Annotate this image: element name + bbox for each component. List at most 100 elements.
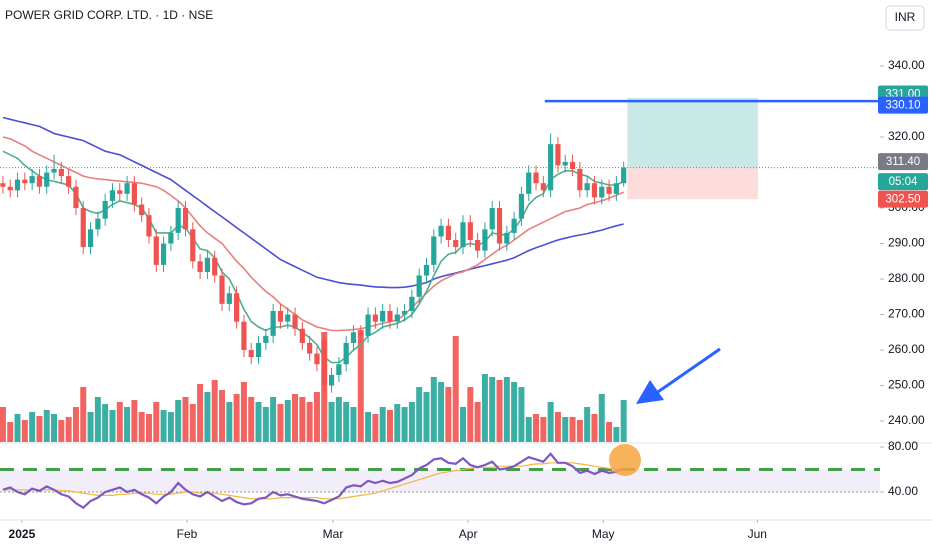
candle-body — [489, 208, 495, 230]
volume-bar — [292, 394, 299, 442]
volume-bar — [116, 402, 123, 442]
candle-body — [453, 239, 459, 248]
candle-body — [307, 342, 313, 354]
y-tick-label: 290.00 — [888, 236, 925, 250]
volume-bar — [394, 404, 401, 442]
volume-bar — [175, 400, 182, 442]
volume-bar — [584, 407, 591, 442]
candle-body — [482, 229, 488, 251]
volume-bar — [80, 387, 87, 442]
candle-body — [496, 208, 503, 244]
volume-bar — [262, 407, 269, 442]
volume-bar — [496, 380, 503, 442]
candle-body — [204, 257, 211, 272]
candle-body — [577, 168, 583, 191]
candle-body — [438, 225, 444, 237]
candle-body — [540, 183, 546, 191]
candle-body — [160, 243, 167, 265]
x-tick-label: May — [592, 527, 615, 541]
candle-body — [533, 172, 539, 184]
volume-bar — [211, 380, 218, 442]
candle-body — [343, 342, 349, 365]
candle-body — [548, 144, 554, 191]
volume-bar — [489, 377, 496, 442]
candle-body — [394, 314, 400, 322]
candle-body — [460, 222, 466, 248]
volume-bar — [438, 382, 445, 442]
volume-bar — [481, 374, 488, 442]
volume-bar — [145, 414, 152, 442]
volume-bar — [313, 392, 320, 442]
volume-bar — [518, 387, 525, 442]
candle-body — [73, 186, 79, 209]
rsi-line — [2, 452, 625, 510]
volume-bar — [14, 414, 21, 442]
volume-bar — [598, 394, 605, 442]
y-tick-label: 340.00 — [888, 58, 925, 72]
candle-body — [328, 374, 335, 386]
candle-body — [29, 176, 35, 184]
volume-bar — [167, 412, 174, 442]
moving-average — [2, 136, 625, 332]
volume-bar — [131, 400, 138, 442]
volume-bar — [58, 420, 65, 442]
volume-bar — [408, 402, 415, 442]
volume-bar — [350, 407, 357, 442]
volume-bar — [124, 407, 131, 442]
candle-body — [314, 353, 320, 365]
y-tick-label: 270.00 — [888, 307, 925, 321]
volume-bar — [386, 410, 393, 442]
volume-bar — [72, 407, 79, 442]
entry-label-bg — [878, 153, 928, 171]
candle-body — [409, 296, 415, 311]
arrow-shaft — [651, 347, 721, 398]
x-tick-label: Apr — [459, 527, 478, 541]
volume-bar — [430, 377, 437, 442]
candle-body — [14, 179, 21, 191]
volume-bar — [423, 392, 430, 442]
candle-body — [102, 200, 108, 219]
stop-label: 302.50 — [885, 194, 920, 206]
volume-bar — [29, 412, 36, 442]
volume-bar — [102, 404, 109, 442]
volume-bar — [0, 407, 6, 442]
candle-body — [445, 225, 451, 240]
volume-bar — [284, 400, 291, 442]
volume-bar — [219, 390, 226, 442]
candle-body — [380, 310, 386, 322]
chart-title: POWER GRID CORP. LTD. · 1D · NSE — [5, 8, 213, 22]
candle-body — [336, 364, 342, 375]
candle-body — [190, 229, 196, 262]
candle-body — [80, 208, 86, 248]
currency-box[interactable] — [885, 5, 925, 31]
volume-bar — [43, 410, 50, 442]
candle-body — [168, 232, 174, 244]
candle-body — [467, 222, 473, 240]
volume-bar — [401, 407, 408, 442]
plot: 340.00320.00300.00290.00280.00270.00260.… — [0, 58, 928, 541]
candle-body — [372, 314, 378, 322]
candle-body — [22, 179, 28, 184]
highlight-circle — [609, 444, 641, 476]
candle-body — [518, 193, 525, 219]
candle-body — [613, 183, 619, 194]
volume-bar — [569, 417, 576, 442]
volume-bar — [248, 397, 255, 442]
volume-bar — [379, 407, 386, 442]
volume-bar — [197, 384, 204, 442]
candle-body — [234, 293, 240, 322]
volume-bar — [109, 410, 116, 442]
x-tick-label: 2025 — [9, 527, 36, 541]
candle-body — [591, 183, 598, 198]
rsi-ma-line — [2, 462, 624, 500]
volume-bar — [613, 427, 620, 442]
volume-bar — [240, 382, 247, 442]
candle-body — [58, 168, 64, 177]
candle-body — [365, 314, 371, 336]
volume-bar — [36, 416, 43, 442]
candle-body — [153, 236, 159, 265]
candle-body — [51, 168, 57, 173]
candle-body — [248, 350, 254, 358]
currency[interactable]: INR — [895, 10, 916, 24]
